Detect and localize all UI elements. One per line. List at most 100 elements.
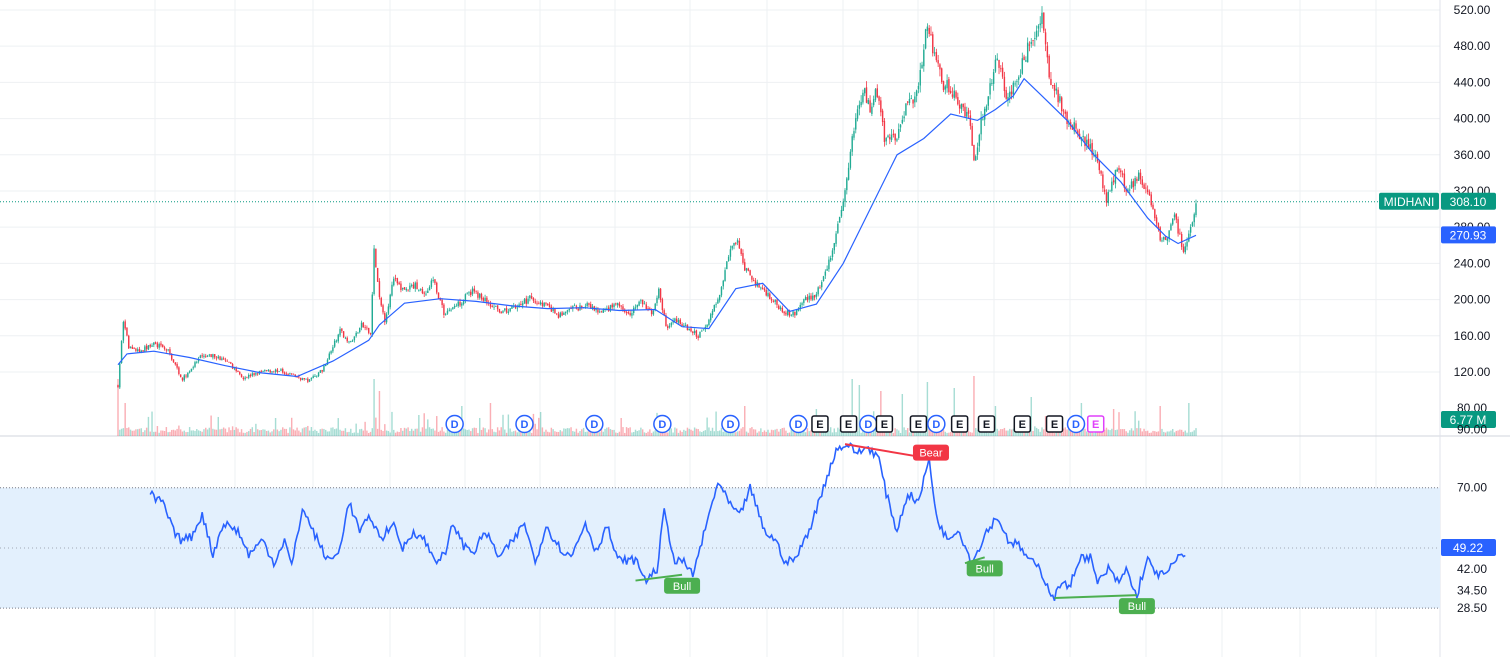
- candle-body: [869, 100, 870, 112]
- volume-bar: [739, 431, 740, 436]
- volume-bar: [714, 431, 715, 436]
- volume-bar: [577, 433, 578, 436]
- candle-body: [218, 357, 219, 359]
- candle-body: [970, 115, 971, 126]
- dividend-marker[interactable]: D: [722, 416, 739, 433]
- candle-body: [787, 310, 788, 315]
- candle-body: [431, 281, 432, 287]
- candle-body: [207, 356, 208, 357]
- earnings-marker[interactable]: E: [876, 416, 892, 432]
- candle-body: [1020, 75, 1021, 77]
- earnings-marker[interactable]: E: [978, 416, 994, 432]
- candle-body: [196, 362, 197, 363]
- earnings-marker[interactable]: E: [1014, 416, 1030, 432]
- volume-bar: [391, 412, 392, 436]
- volume-bar: [201, 432, 202, 436]
- volume-bar: [492, 429, 493, 436]
- earnings-marker[interactable]: E: [841, 416, 857, 432]
- candle-body: [142, 350, 143, 351]
- dividend-marker[interactable]: D: [446, 416, 463, 433]
- candle-body: [117, 385, 118, 387]
- candle-body: [567, 310, 568, 311]
- volume-bar: [320, 429, 321, 436]
- volume-bar: [332, 427, 333, 436]
- volume-bar: [472, 428, 473, 436]
- candle-body: [556, 313, 557, 314]
- dividend-marker[interactable]: D: [654, 416, 671, 433]
- candle-body: [203, 356, 204, 357]
- dividend-marker[interactable]: D: [860, 416, 877, 433]
- volume-bar: [144, 430, 145, 436]
- candle-body: [497, 305, 498, 309]
- candle-body: [971, 126, 972, 146]
- candle-body: [398, 283, 399, 285]
- candle-body: [1057, 90, 1058, 102]
- candle-body: [470, 292, 471, 295]
- dividend-marker[interactable]: D: [928, 416, 945, 433]
- dividend-marker[interactable]: D: [1068, 416, 1085, 433]
- candle-body: [273, 372, 274, 373]
- candle-body: [420, 289, 421, 290]
- candle-body: [1145, 188, 1146, 189]
- volume-bar: [583, 428, 584, 436]
- earnings-marker[interactable]: E: [1047, 416, 1063, 432]
- last-price-badge: 308.10: [1441, 193, 1496, 210]
- volume-bar: [253, 432, 254, 436]
- candle-body: [1143, 184, 1144, 189]
- candle-body: [980, 117, 981, 134]
- dividend-marker[interactable]: D: [516, 416, 533, 433]
- volume-bar: [1036, 428, 1037, 436]
- volume-bar: [500, 427, 501, 436]
- volume-bar: [1009, 429, 1010, 436]
- candle-body: [955, 92, 956, 98]
- volume-bar: [565, 429, 566, 436]
- volume-bar: [304, 428, 305, 436]
- volume-bar: [470, 431, 471, 436]
- price-candles[interactable]: [117, 6, 1196, 389]
- volume-bar: [1129, 430, 1130, 436]
- price-axis-tick: 240.00: [1454, 256, 1491, 270]
- candle-body: [721, 287, 722, 295]
- candle-body: [379, 281, 380, 297]
- volume-bar: [579, 431, 580, 436]
- volume-bar: [672, 433, 673, 436]
- candle-body: [289, 373, 290, 374]
- candle-body: [549, 304, 550, 307]
- volume-bar: [198, 430, 199, 436]
- volume-bar: [133, 431, 134, 436]
- earnings-marker[interactable]: E: [952, 416, 968, 432]
- candle-body: [361, 323, 362, 328]
- volume-bar: [139, 429, 140, 436]
- dividend-marker[interactable]: D: [790, 416, 807, 433]
- volume-bar: [1179, 430, 1180, 436]
- volume-bar: [900, 433, 901, 436]
- candle-body: [740, 249, 741, 254]
- candle-body: [235, 368, 236, 371]
- candle-body: [689, 329, 690, 331]
- candle-body: [418, 290, 419, 291]
- volume-bar: [1186, 433, 1187, 436]
- candle-body: [393, 279, 394, 285]
- candle-body: [454, 306, 455, 308]
- volume-bar: [221, 429, 222, 436]
- earnings-marker[interactable]: E: [910, 416, 926, 432]
- candle-body: [825, 272, 826, 276]
- candle-body: [1129, 190, 1130, 191]
- volume-bar: [486, 432, 487, 436]
- volume-bar: [1039, 432, 1040, 436]
- earnings-marker[interactable]: E: [1088, 416, 1104, 432]
- earnings-marker[interactable]: E: [812, 416, 828, 432]
- candle-body: [782, 308, 783, 312]
- volume-bar: [599, 432, 600, 436]
- volume-bar: [497, 427, 498, 436]
- candle-body: [893, 134, 894, 135]
- dividend-marker[interactable]: D: [586, 416, 603, 433]
- candle-body: [810, 296, 811, 300]
- candle-body: [216, 358, 217, 359]
- volume-bar: [690, 430, 691, 436]
- candle-body: [1004, 77, 1005, 91]
- volume-bar: [542, 427, 543, 436]
- candle-body: [346, 338, 347, 342]
- candle-body: [946, 80, 947, 88]
